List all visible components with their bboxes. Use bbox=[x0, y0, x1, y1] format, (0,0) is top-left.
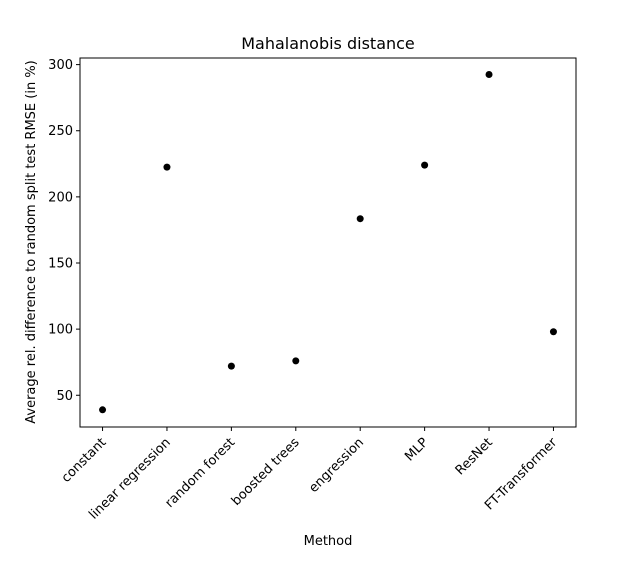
y-tick-label: 250 bbox=[48, 124, 73, 139]
data-point bbox=[227, 362, 235, 370]
x-tick-label: constant bbox=[59, 435, 110, 486]
x-tick-label: engression bbox=[306, 435, 367, 496]
data-point bbox=[163, 163, 171, 171]
y-tick-label: 200 bbox=[48, 190, 73, 205]
x-tick-label: ResNet bbox=[453, 435, 496, 478]
y-tick-label: 150 bbox=[48, 257, 73, 272]
y-axis-label: Average rel. difference to random split … bbox=[24, 60, 39, 423]
x-tick-label: random forest bbox=[163, 435, 239, 511]
x-tick-label: MLP bbox=[402, 435, 431, 464]
y-ticks: 50 100 150 200 250 300 bbox=[48, 58, 80, 404]
y-tick-label: 300 bbox=[48, 58, 73, 73]
data-point bbox=[421, 161, 429, 169]
chart-title: Mahalanobis distance bbox=[241, 34, 415, 53]
data-point bbox=[99, 406, 107, 414]
x-tick-label: boosted trees bbox=[229, 435, 303, 509]
data-point bbox=[485, 71, 493, 79]
y-tick-label: 100 bbox=[48, 323, 73, 338]
data-point bbox=[292, 357, 300, 365]
data-point bbox=[549, 328, 557, 336]
data-point bbox=[356, 215, 364, 223]
x-axis-label: Method bbox=[304, 534, 353, 549]
data-points bbox=[99, 71, 557, 414]
plot-frame bbox=[79, 57, 577, 428]
y-tick-label: 50 bbox=[56, 389, 73, 404]
